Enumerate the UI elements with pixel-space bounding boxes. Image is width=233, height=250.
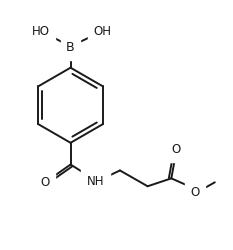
Text: HO: HO <box>32 25 50 38</box>
Text: O: O <box>40 176 49 189</box>
Text: NH: NH <box>86 175 104 188</box>
Text: O: O <box>190 186 200 199</box>
Text: OH: OH <box>93 25 111 38</box>
Text: O: O <box>172 143 181 156</box>
Text: B: B <box>66 42 75 54</box>
